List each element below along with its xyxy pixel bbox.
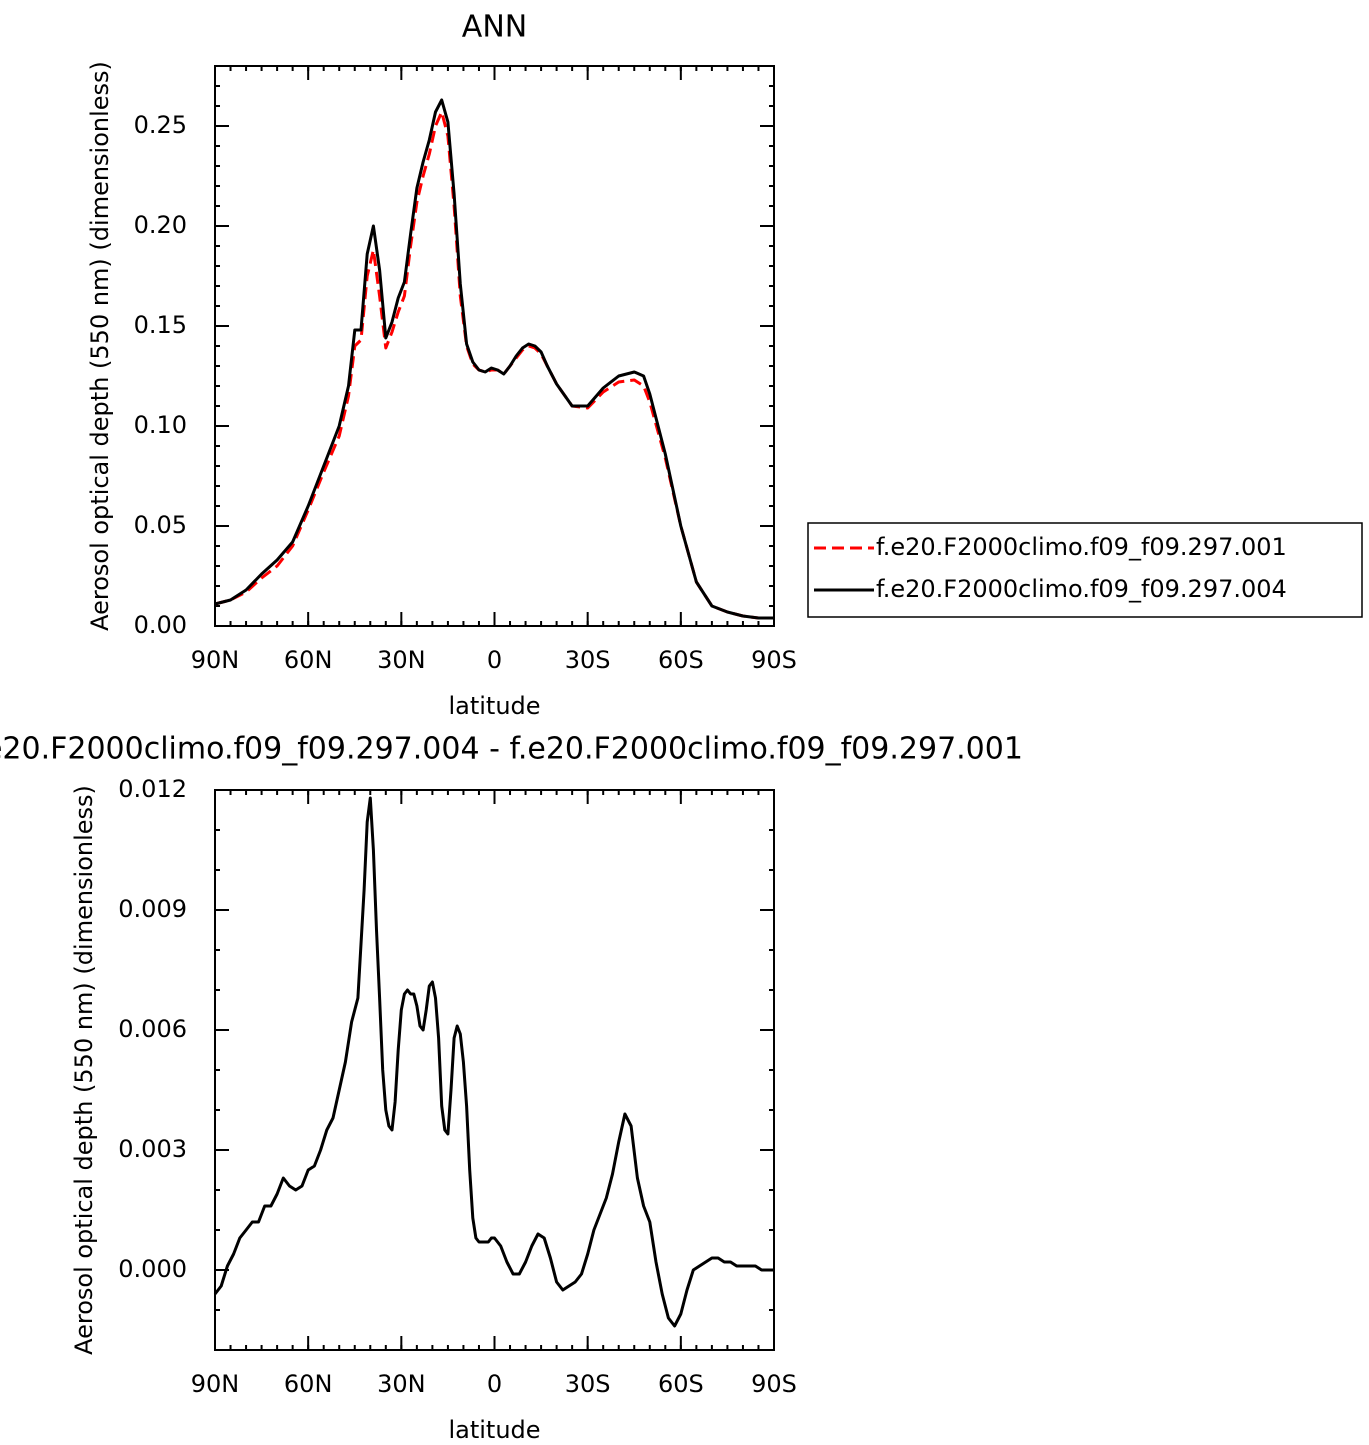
top-x-tick-label: 60S [658, 646, 704, 674]
top-x-tick-label: 90S [751, 646, 797, 674]
top-x-tick-label: 0 [487, 646, 502, 674]
legend-label-0: f.e20.F2000climo.f09_f09.297.001 [876, 533, 1287, 561]
bottom-x-tick-label: 90N [191, 1370, 240, 1398]
top-x-tick-label: 30N [377, 646, 426, 674]
top-chart-title: ANN [462, 10, 527, 45]
top-plot-frame [214, 65, 775, 627]
top-y-tick-label: 0.10 [134, 411, 187, 439]
top-series-line-1 [214, 98, 774, 620]
bottom-x-tick-label: 60S [658, 1370, 704, 1398]
bottom-x-axis-title: latitude [448, 1416, 540, 1444]
bottom-x-tick-label: 90S [751, 1370, 797, 1398]
top-x-tick-label: 30S [565, 646, 611, 674]
bottom-chart-title: f.e20.F2000climo.f09_f09.297.004 - f.e20… [0, 732, 1023, 767]
legend-label-1: f.e20.F2000climo.f09_f09.297.004 [876, 575, 1287, 603]
bottom-y-axis-title: Aerosol optical depth (550 nm) (dimensio… [70, 785, 98, 1355]
bottom-x-tick-label: 30N [377, 1370, 426, 1398]
top-x-axis-title: latitude [448, 692, 540, 720]
top-y-tick-label: 0.00 [134, 611, 187, 639]
top-series-line-0 [214, 110, 774, 620]
top-y-tick-label: 0.20 [134, 211, 187, 239]
top-x-tick-label: 60N [284, 646, 333, 674]
bottom-x-tick-label: 60N [284, 1370, 333, 1398]
bottom-x-tick-label: 30S [565, 1370, 611, 1398]
top-y-axis-title: Aerosol optical depth (550 nm) (dimensio… [86, 61, 114, 631]
top-x-tick-label: 90N [191, 646, 240, 674]
bottom-y-tick-label: 0.012 [118, 775, 187, 803]
bottom-y-tick-label: 0.000 [118, 1255, 187, 1283]
top-y-tick-label: 0.05 [134, 511, 187, 539]
bottom-plot-frame [214, 789, 775, 1351]
bottom-y-tick-label: 0.003 [118, 1135, 187, 1163]
bottom-series-line-0 [213, 796, 774, 1328]
legend-box [807, 522, 1363, 618]
top-y-tick-label: 0.25 [134, 111, 187, 139]
bottom-x-tick-label: 0 [487, 1370, 502, 1398]
bottom-y-tick-label: 0.006 [118, 1015, 187, 1043]
bottom-y-tick-label: 0.009 [118, 895, 187, 923]
top-y-tick-label: 0.15 [134, 311, 187, 339]
